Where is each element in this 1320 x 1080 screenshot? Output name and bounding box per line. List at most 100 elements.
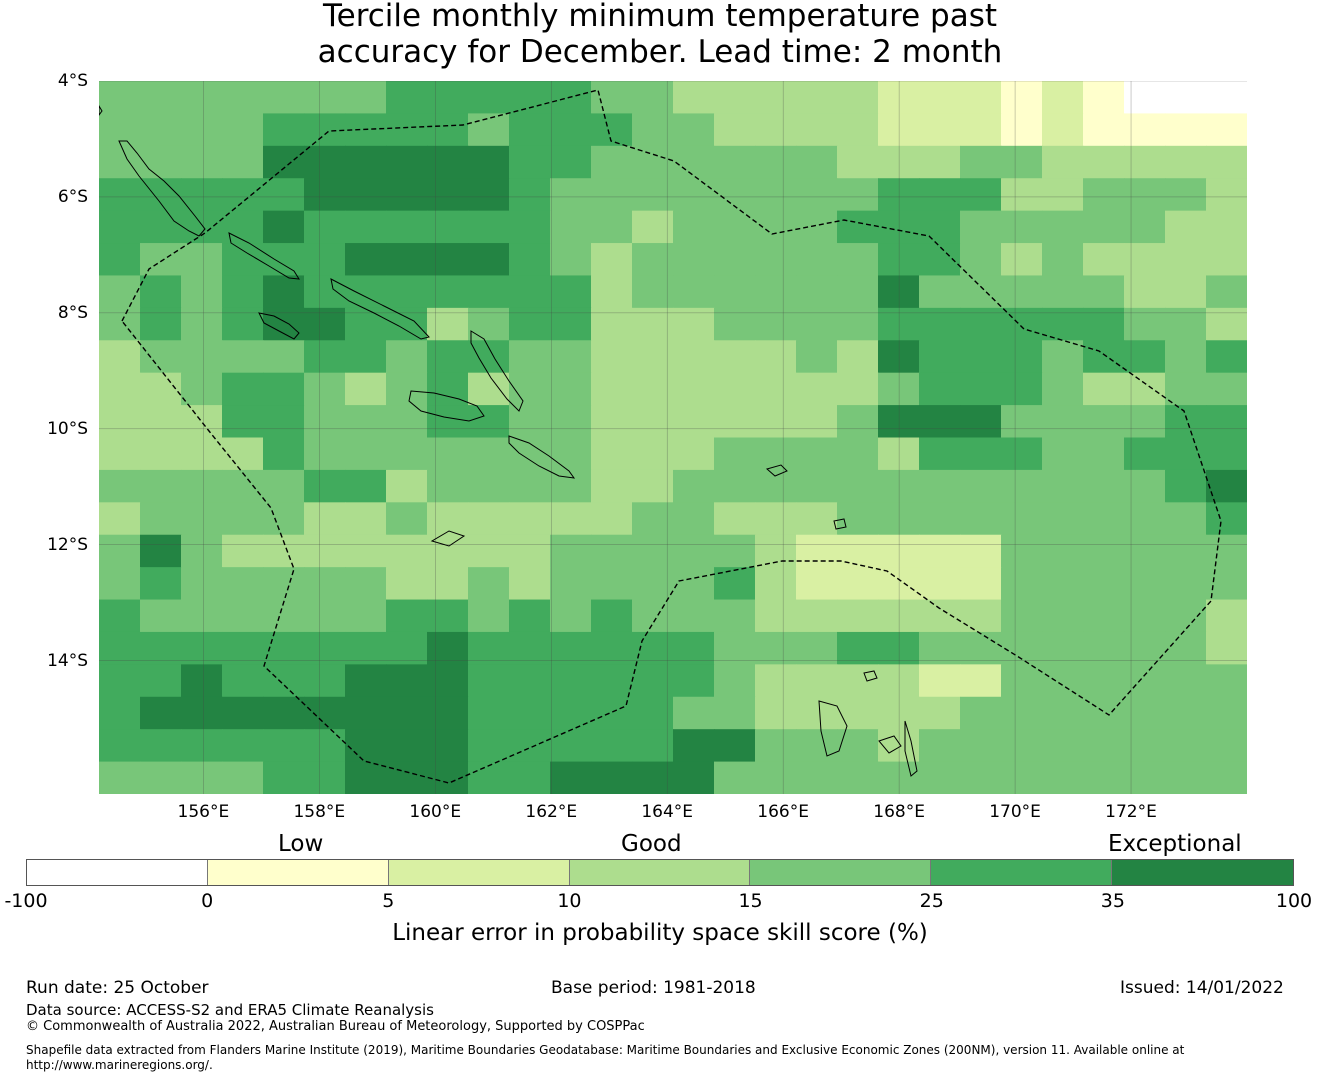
skill-cell bbox=[304, 599, 346, 633]
skill-cell bbox=[591, 81, 633, 115]
skill-cell bbox=[591, 275, 633, 309]
skill-cell bbox=[673, 534, 715, 568]
skill-cell bbox=[673, 664, 715, 698]
skill-cell bbox=[1083, 372, 1125, 406]
skill-cell bbox=[878, 631, 920, 665]
skill-cell bbox=[591, 340, 633, 374]
skill-cell bbox=[550, 210, 592, 244]
skill-cell bbox=[509, 599, 551, 633]
skill-cell bbox=[673, 372, 715, 406]
skill-cell bbox=[304, 534, 346, 568]
skill-cell bbox=[345, 145, 387, 179]
skill-cell bbox=[1042, 405, 1084, 439]
island-malekula bbox=[878, 735, 902, 754]
skill-cell bbox=[1206, 405, 1247, 439]
skill-cell bbox=[1083, 178, 1125, 212]
skill-cell bbox=[1124, 210, 1166, 244]
skill-cell bbox=[714, 664, 756, 698]
skill-cell bbox=[591, 761, 633, 794]
skill-cell bbox=[263, 275, 305, 309]
skill-cell bbox=[1042, 372, 1084, 406]
skill-cell bbox=[919, 534, 961, 568]
skill-cell bbox=[1083, 631, 1125, 665]
skill-cell bbox=[345, 469, 387, 503]
skill-cell bbox=[673, 113, 715, 147]
skill-cell bbox=[755, 340, 797, 374]
colorbar-segment bbox=[27, 860, 208, 885]
skill-cell bbox=[1124, 113, 1166, 147]
skill-cell bbox=[796, 275, 838, 309]
skill-cell bbox=[632, 145, 674, 179]
skill-cell bbox=[878, 469, 920, 503]
skill-cell bbox=[878, 307, 920, 341]
skill-map[interactable] bbox=[99, 81, 1247, 794]
skill-cell bbox=[919, 307, 961, 341]
skill-cell bbox=[99, 372, 141, 406]
skill-cell bbox=[1001, 534, 1043, 568]
skill-cell bbox=[140, 502, 182, 536]
skill-cell bbox=[796, 437, 838, 471]
skill-cell bbox=[755, 437, 797, 471]
skill-cell bbox=[837, 599, 879, 633]
skill-cell bbox=[222, 372, 264, 406]
skill-cell bbox=[919, 502, 961, 536]
skill-cell bbox=[714, 437, 756, 471]
skill-cell bbox=[386, 340, 428, 374]
skill-cell bbox=[1124, 243, 1166, 277]
skill-cell bbox=[673, 81, 715, 115]
skill-cell bbox=[263, 599, 305, 633]
skill-cell bbox=[386, 145, 428, 179]
island-makira bbox=[508, 435, 576, 479]
map-panel[interactable] bbox=[99, 81, 1247, 794]
skill-cell bbox=[591, 469, 633, 503]
skill-cell bbox=[509, 275, 551, 309]
colorbar-segment bbox=[1112, 860, 1293, 885]
skill-cell bbox=[386, 696, 428, 730]
skill-cell bbox=[714, 210, 756, 244]
skill-cell bbox=[1124, 178, 1166, 212]
skill-cell bbox=[1001, 664, 1043, 698]
skill-cell bbox=[1206, 243, 1247, 277]
skill-cell bbox=[632, 340, 674, 374]
latitude-tick-label: 14°S bbox=[47, 650, 88, 671]
shapefile-credit-line-2[interactable]: http://www.marineregions.org/. bbox=[26, 1058, 213, 1072]
skill-cell bbox=[468, 469, 510, 503]
skill-cell bbox=[427, 243, 469, 277]
skill-cell bbox=[837, 534, 879, 568]
skill-cell bbox=[140, 469, 182, 503]
skill-cell bbox=[304, 243, 346, 277]
skill-cell bbox=[550, 696, 592, 730]
eez-boundary-solomon bbox=[121, 89, 1222, 784]
skill-cell bbox=[468, 664, 510, 698]
skill-cell bbox=[673, 145, 715, 179]
skill-cell bbox=[591, 243, 633, 277]
skill-cell bbox=[345, 340, 387, 374]
skill-cell bbox=[1001, 502, 1043, 536]
skill-cell bbox=[304, 567, 346, 601]
skill-cell bbox=[1001, 631, 1043, 665]
skill-cell bbox=[1083, 696, 1125, 730]
skill-cell bbox=[755, 113, 797, 147]
skill-cell bbox=[960, 113, 1002, 147]
skill-cell bbox=[263, 145, 305, 179]
skill-cell bbox=[1042, 145, 1084, 179]
skill-cell bbox=[837, 567, 879, 601]
skill-cell bbox=[632, 210, 674, 244]
skill-cell bbox=[632, 178, 674, 212]
skill-cell bbox=[960, 243, 1002, 277]
skill-cell bbox=[99, 178, 141, 212]
skill-cell bbox=[386, 275, 428, 309]
skill-cell bbox=[1165, 340, 1207, 374]
skill-cell bbox=[796, 81, 838, 115]
skill-cell bbox=[1206, 81, 1247, 115]
skill-cell bbox=[1206, 696, 1247, 730]
skill-cell bbox=[550, 631, 592, 665]
skill-cell bbox=[1206, 437, 1247, 471]
skill-cell bbox=[1001, 761, 1043, 794]
map-title-line-1: Tercile monthly minimum temperature past bbox=[322, 0, 998, 34]
colorbar-segment bbox=[931, 860, 1113, 885]
skill-cell bbox=[714, 243, 756, 277]
skill-cell bbox=[919, 145, 961, 179]
skill-cell bbox=[796, 664, 838, 698]
skill-cell bbox=[673, 729, 715, 763]
